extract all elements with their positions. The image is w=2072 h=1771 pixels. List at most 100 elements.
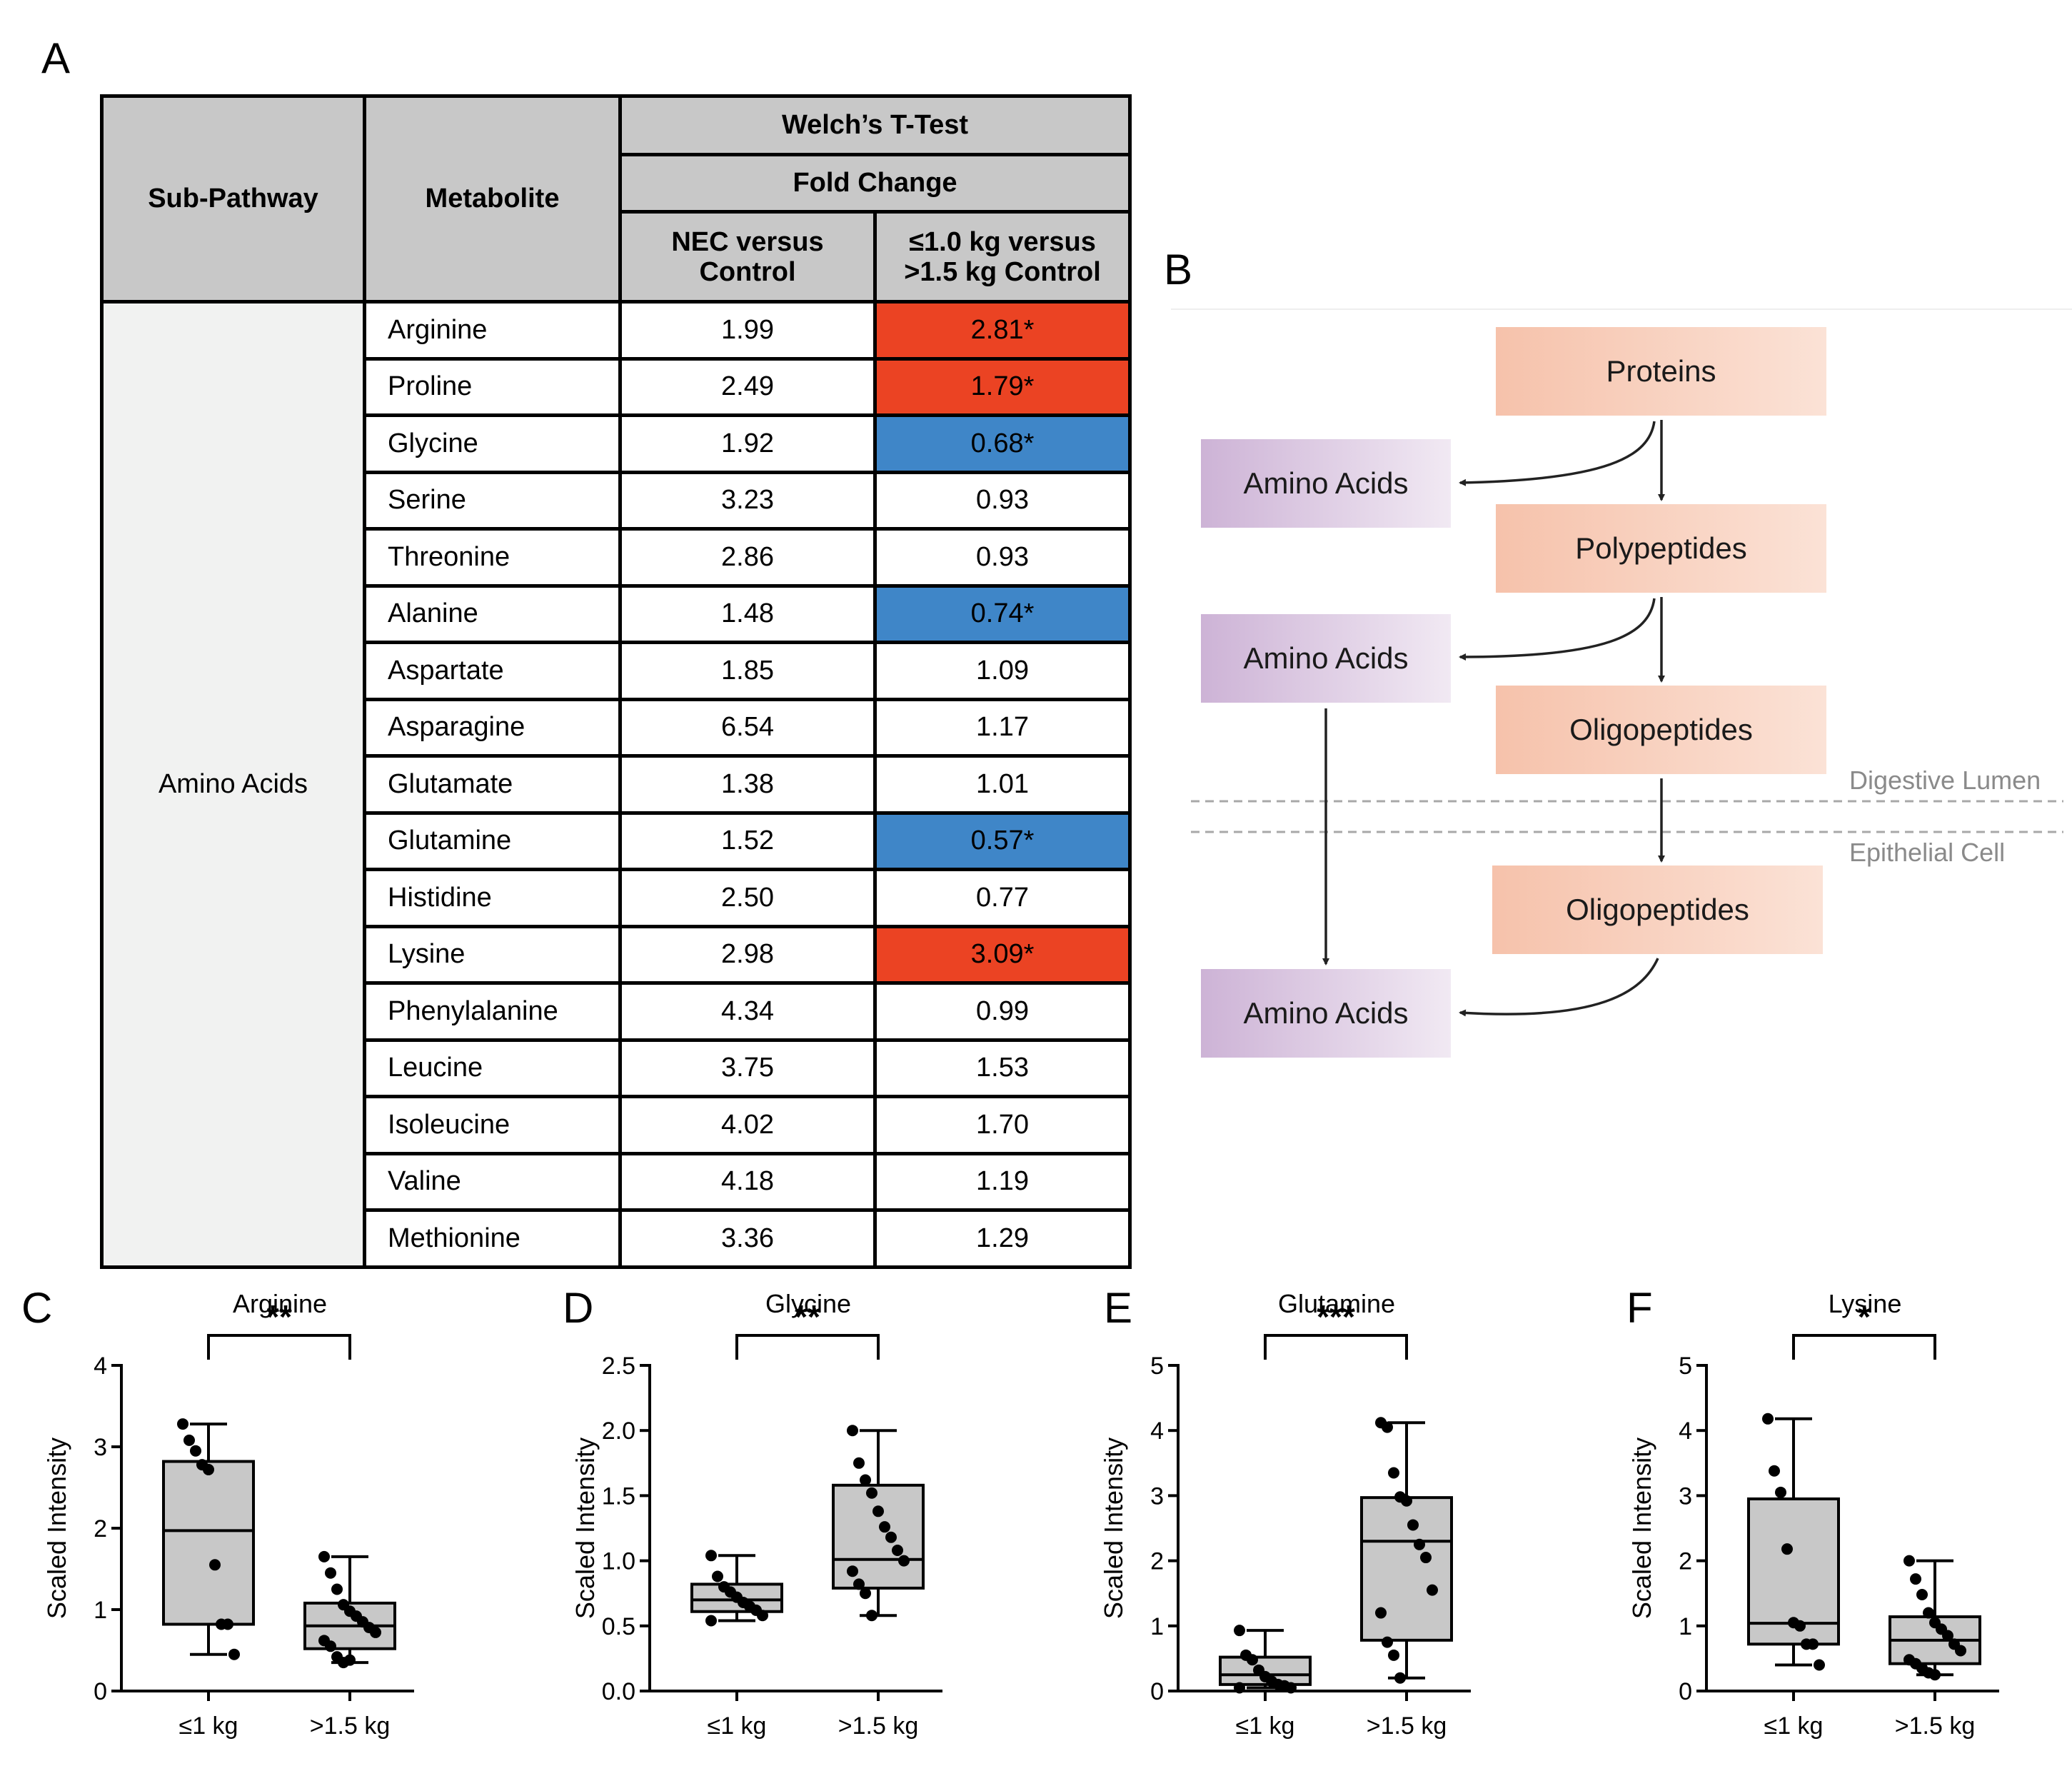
chart-title: Lysine bbox=[1829, 1289, 1902, 1318]
y-tick-label: 4 bbox=[1679, 1418, 1692, 1445]
data-point bbox=[222, 1618, 233, 1630]
panel-label-b: B bbox=[1164, 246, 1193, 294]
header-nec-vs-control: NEC versus Control bbox=[618, 210, 877, 303]
weight-fold-change: 1.70 bbox=[872, 1095, 1132, 1155]
table-row: Asparagine 6.54 1.17 bbox=[102, 697, 1132, 758]
data-point bbox=[1903, 1555, 1915, 1567]
box-group bbox=[832, 1425, 925, 1622]
table-row: Lysine 2.98 3.09* bbox=[102, 924, 1132, 985]
data-point bbox=[1781, 1543, 1793, 1555]
table-row: Methionine 3.36 1.29 bbox=[102, 1208, 1132, 1269]
nec-fold-change: 2.98 bbox=[618, 924, 877, 985]
metabolite-name: Lysine bbox=[363, 924, 622, 985]
oligopeptides-cell-box: Oligopeptides bbox=[1492, 866, 1823, 954]
x-tick-label: ≤1 kg bbox=[1764, 1712, 1824, 1740]
panel-label-c: C bbox=[21, 1284, 53, 1332]
significance-stars: ** bbox=[795, 1298, 820, 1335]
data-point bbox=[757, 1610, 768, 1622]
weight-fold-change: 0.77 bbox=[872, 868, 1132, 928]
data-point bbox=[325, 1640, 336, 1652]
data-point bbox=[860, 1587, 871, 1600]
data-point bbox=[705, 1615, 717, 1627]
data-point bbox=[228, 1648, 240, 1660]
y-tick-label: 0 bbox=[1150, 1678, 1164, 1705]
data-point bbox=[1769, 1465, 1780, 1477]
nec-fold-change: 1.99 bbox=[618, 300, 877, 361]
metabolite-name: Glutamine bbox=[363, 811, 622, 871]
table-body: Amino Acids Arginine 1.99 2.81* Proline 2.49 1… bbox=[100, 300, 1132, 1269]
y-tick-label: 5 bbox=[1150, 1353, 1164, 1380]
data-point bbox=[1923, 1607, 1934, 1619]
table-row: Glutamate 1.38 1.01 bbox=[102, 754, 1132, 815]
weight-fold-change: 1.19 bbox=[872, 1151, 1132, 1212]
data-point bbox=[1388, 1467, 1399, 1479]
data-point bbox=[872, 1505, 884, 1517]
weight-fold-change: 0.99 bbox=[872, 981, 1132, 1042]
epithelial-cell-label: Epithelial Cell bbox=[1849, 838, 2006, 867]
metabolite-name: Leucine bbox=[363, 1038, 622, 1098]
nec-fold-change: 3.36 bbox=[618, 1208, 877, 1269]
weight-fold-change: 3.09* bbox=[872, 924, 1132, 985]
amino-acids-box-2: Amino Acids bbox=[1201, 614, 1451, 703]
header-nec-line2: Control bbox=[699, 256, 796, 287]
data-point bbox=[705, 1550, 717, 1562]
weight-fold-change: 1.29 bbox=[872, 1208, 1132, 1269]
data-point bbox=[177, 1418, 188, 1430]
y-tick-label: 4 bbox=[94, 1353, 107, 1380]
data-point bbox=[879, 1521, 890, 1533]
amino-acids-box-3: Amino Acids bbox=[1201, 969, 1451, 1058]
panel-label-e: E bbox=[1104, 1284, 1133, 1332]
significance-bracket bbox=[1264, 1334, 1408, 1360]
digestive-lumen-label: Digestive Lumen bbox=[1849, 766, 2041, 795]
metabolite-name: Threonine bbox=[363, 527, 622, 588]
header-metabolite: Metabolite bbox=[363, 94, 622, 303]
weight-fold-change: 1.09 bbox=[872, 641, 1132, 701]
header-nec-line1: NEC versus bbox=[671, 226, 824, 257]
chart-title: Arginine bbox=[233, 1289, 327, 1318]
table-row: Threonine 2.86 0.93 bbox=[102, 527, 1132, 588]
sub-pathway-cell: Amino Acids bbox=[100, 300, 366, 1269]
metabolite-name: Proline bbox=[363, 356, 622, 417]
y-tick-label: 5 bbox=[1679, 1353, 1692, 1380]
y-tick-label: 3 bbox=[94, 1434, 107, 1461]
data-point bbox=[1427, 1584, 1438, 1596]
data-point bbox=[1382, 1636, 1393, 1648]
table-row: Amino Acids Arginine 1.99 2.81* bbox=[100, 300, 1132, 1269]
table-row: Phenylalanine 4.34 0.99 bbox=[102, 981, 1132, 1042]
y-tick-label: 0.5 bbox=[602, 1613, 635, 1640]
data-point bbox=[1420, 1552, 1432, 1564]
header-weight-line1: ≤1.0 kg versus bbox=[909, 226, 1096, 257]
header-weight-vs-control: ≤1.0 kg versus >1.5 kg Control bbox=[872, 210, 1132, 303]
metabolite-name: Glutamate bbox=[363, 754, 622, 815]
metabolite-name: Valine bbox=[363, 1151, 622, 1212]
data-point bbox=[1916, 1589, 1928, 1601]
box-iqr bbox=[162, 1460, 255, 1626]
data-point bbox=[1955, 1645, 1966, 1657]
header-fold-change: Fold Change bbox=[618, 153, 1132, 214]
weight-fold-change: 0.93 bbox=[872, 527, 1132, 588]
y-tick-label: 0 bbox=[1679, 1678, 1692, 1705]
data-point bbox=[1775, 1486, 1786, 1498]
y-tick-label: 1 bbox=[1679, 1613, 1692, 1640]
data-point bbox=[1814, 1659, 1825, 1671]
data-point bbox=[892, 1545, 903, 1557]
header-welch-test: Welch’s T-Test bbox=[618, 94, 1132, 156]
data-point bbox=[1234, 1682, 1245, 1694]
box-iqr bbox=[1360, 1496, 1453, 1642]
table-row: Valine 4.18 1.19 bbox=[102, 1151, 1132, 1212]
significance-bracket bbox=[735, 1334, 880, 1360]
metabolite-name: Glycine bbox=[363, 413, 622, 474]
nec-fold-change: 1.52 bbox=[618, 811, 877, 871]
y-tick-label: 3 bbox=[1679, 1482, 1692, 1510]
nec-fold-change: 1.38 bbox=[618, 754, 877, 815]
oligopeptides-lumen-box: Oligopeptides bbox=[1496, 686, 1826, 774]
y-tick-label: 0 bbox=[94, 1678, 107, 1705]
weight-fold-change: 2.81* bbox=[872, 300, 1132, 361]
data-point bbox=[190, 1445, 201, 1457]
data-point bbox=[331, 1583, 343, 1595]
y-tick-label: 4 bbox=[1150, 1418, 1164, 1445]
data-point bbox=[1942, 1630, 1953, 1642]
nec-fold-change: 2.86 bbox=[618, 527, 877, 588]
y-axis-label: Scaled Intensity bbox=[42, 1438, 71, 1619]
data-point bbox=[1388, 1649, 1399, 1661]
